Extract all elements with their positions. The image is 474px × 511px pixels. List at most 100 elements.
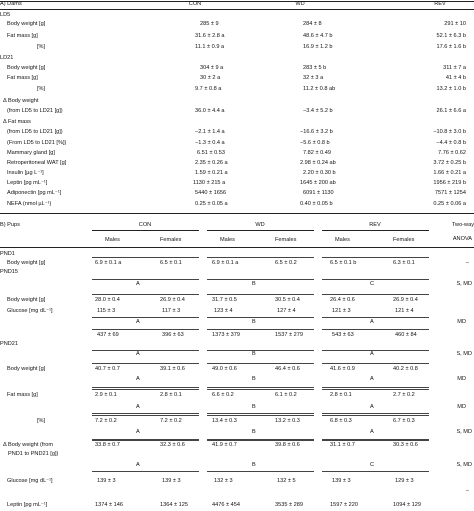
cell: 41.6 ± 0.9	[330, 366, 355, 372]
row-label: Fat mass [g]	[7, 33, 38, 39]
cell: A	[370, 429, 374, 435]
cell: 139 ± 3	[162, 478, 181, 484]
cell: 3.72 ± 0.25 b	[433, 160, 466, 166]
cell: 28.0 ± 0.4	[95, 297, 120, 303]
cell: 6.1 ± 0.2	[275, 392, 297, 398]
cell: 123 ± 4	[214, 308, 233, 314]
rule-pups-header	[0, 247, 474, 248]
cell: −4.4 ± 0.8 b	[436, 140, 466, 146]
cell: 304 ± 9 a	[200, 65, 224, 71]
row-label: Leptin [pg mL⁻¹]	[7, 502, 48, 508]
cell: 132 ± 3	[214, 478, 233, 484]
cell: 1130 ± 215 a	[193, 180, 226, 186]
group-bracket	[322, 257, 429, 280]
cell: 139 ± 3	[97, 478, 116, 484]
cell: B	[252, 404, 256, 410]
group-bracket	[207, 415, 314, 440]
group-label-ld21: LD21	[0, 55, 14, 61]
cell: −1.3 ± 0.4 a	[195, 140, 225, 146]
rule-con	[92, 230, 199, 231]
cell: 2.7 ± 0.2	[393, 392, 415, 398]
cell: C	[370, 462, 375, 468]
cell: 40.7 ± 0.7	[95, 366, 120, 372]
cell: 117 ± 3	[162, 308, 181, 314]
col-header-anova: Two-way	[451, 222, 474, 228]
cell: 311 ± 7 a	[443, 65, 466, 71]
cell: 0.25 ± 0.05 a	[195, 201, 228, 207]
group-bracket	[207, 257, 314, 280]
group-bracket	[207, 389, 314, 414]
cell: 41.9 ± 0.7	[212, 442, 237, 448]
cell: 0.25 ± 0.06 a	[433, 201, 466, 207]
cell: 7.2 ± 0.2	[95, 418, 117, 424]
cell: 0.40 ± 0.05 b	[300, 201, 333, 207]
cell: 121 ± 3	[332, 308, 351, 314]
cell: 460 ± 84	[395, 332, 417, 338]
cell: S, MD	[456, 281, 472, 287]
cell: 6.5 ± 0.1 b	[330, 260, 357, 266]
cell: −2.1 ± 1.4 a	[195, 129, 225, 135]
cell: 11.2 ± 0.8 ab	[303, 86, 336, 92]
cell: S, MD	[456, 351, 472, 357]
col-header-con: CON	[188, 1, 202, 7]
cell: 129 ± 3	[395, 478, 414, 484]
cell: –	[465, 488, 469, 494]
cell: 1956 ± 219 b	[433, 180, 466, 186]
row-label: Adiponectin [pg mL⁻¹]	[7, 190, 62, 196]
cell: 31.1 ± 0.7	[330, 442, 355, 448]
group-label-pnd21: PND21	[0, 341, 19, 347]
cell: 6.5 ± 0.1	[160, 260, 182, 266]
cell: 543 ± 63	[332, 332, 354, 338]
cell: −10.8 ± 3.0 b	[433, 129, 466, 135]
cell: S, MD	[456, 429, 472, 435]
cell: 139 ± 3	[332, 478, 351, 484]
section-title-pups: B) Pups	[0, 222, 20, 228]
cell: 284 ± 8	[303, 21, 322, 27]
cell: B	[252, 429, 256, 435]
cell: C	[370, 281, 375, 287]
cell: 115 ± 3	[97, 308, 116, 314]
cell: 1364 ± 125	[160, 502, 188, 508]
cell: 2.9 ± 0.1	[95, 392, 117, 398]
cell: MD	[457, 404, 466, 410]
cell: 41 ± 4 b	[445, 75, 466, 81]
cell: 30.3 ± 0.6	[393, 442, 418, 448]
group-bracket	[322, 440, 429, 472]
row-label: Fat mass [g]	[7, 75, 38, 81]
cell: A	[370, 404, 374, 410]
col-header-anova-2: ANOVA	[452, 236, 472, 242]
subheader-females: Females	[393, 237, 415, 243]
cell: 39.8 ± 0.6	[275, 442, 300, 448]
group-bracket	[322, 415, 429, 440]
row-label: (from LD5 to LD21 [g])	[7, 108, 63, 114]
row-label: Retroperitoneal WAT [g]	[7, 160, 67, 166]
cell: 31.6 ± 2.8 a	[195, 33, 225, 39]
row-label: [%]	[37, 86, 46, 92]
cell: A	[136, 351, 140, 357]
group-bracket	[92, 257, 199, 280]
cell: 30.5 ± 0.4	[275, 297, 300, 303]
cell: 30 ± 2 a	[200, 75, 221, 81]
group-bracket	[92, 389, 199, 414]
cell: A	[136, 429, 140, 435]
rule-wd	[207, 230, 314, 231]
cell: 26.1 ± 6.6 a	[436, 108, 466, 114]
cell: B	[252, 462, 256, 468]
cell: 39.1 ± 0.6	[160, 366, 185, 372]
cell: −5.6 ± 0.8 b	[300, 140, 330, 146]
cell: 4476 ± 454	[212, 502, 240, 508]
cell: 285 ± 9	[200, 21, 219, 27]
cell: 1094 ± 129	[393, 502, 421, 508]
row-label: Δ Body weight (from	[3, 442, 54, 448]
cell: 291 ± 10	[444, 21, 466, 27]
cell: A	[136, 281, 140, 287]
cell: 1537 ± 279	[275, 332, 303, 338]
group-label-pnd15: PND15	[0, 269, 19, 275]
cell: 52.1 ± 6.3 b	[436, 33, 466, 39]
subheader-males: Males	[105, 237, 120, 243]
cell: B	[252, 376, 256, 382]
cell: −3.4 ± 5.2 b	[303, 108, 333, 114]
cell: A	[136, 319, 140, 325]
cell: 40.2 ± 0.8	[393, 366, 418, 372]
